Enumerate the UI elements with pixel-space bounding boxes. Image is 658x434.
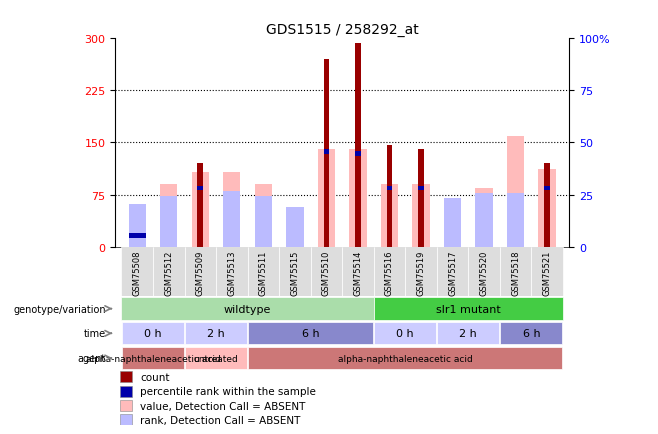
Bar [122,322,184,345]
Bar [286,220,303,247]
Text: GSM75521: GSM75521 [543,250,551,295]
Text: rank, Detection Call = ABSENT: rank, Detection Call = ABSENT [140,415,301,425]
Bar [122,347,184,369]
Text: alpha-naphthaleneacetic acid: alpha-naphthaleneacetic acid [86,354,220,363]
Text: GSM75514: GSM75514 [353,250,363,295]
Text: GSM75520: GSM75520 [480,250,488,295]
Text: 6 h: 6 h [522,329,540,339]
Bar [374,322,436,345]
Bar [255,185,272,247]
Bar [418,186,424,191]
Bar [216,247,247,296]
Bar [197,186,203,191]
Bar [444,199,461,247]
Bar [374,247,405,296]
Text: 0 h: 0 h [396,329,414,339]
Text: wildtype: wildtype [224,304,271,314]
Bar [475,188,493,247]
Bar [355,151,361,156]
Title: GDS1515 / 258292_at: GDS1515 / 258292_at [266,23,418,36]
Text: value, Detection Call = ABSENT: value, Detection Call = ABSENT [140,401,305,411]
Text: GSM75519: GSM75519 [417,250,426,295]
Bar [507,136,524,247]
Bar [500,247,532,296]
Bar [248,347,562,369]
Bar [197,164,203,247]
Text: GSM75512: GSM75512 [164,250,173,295]
Bar [128,204,146,247]
Bar [387,145,392,247]
Bar [418,150,424,247]
Bar [501,322,562,345]
Text: 6 h: 6 h [302,329,319,339]
Bar [120,400,132,411]
Bar [355,44,361,247]
Bar [468,247,500,296]
Text: time: time [84,329,106,339]
Text: count: count [140,372,170,382]
Bar [475,193,493,247]
Bar [184,247,216,296]
Bar [247,247,279,296]
Text: 2 h: 2 h [207,329,225,339]
Bar [438,322,499,345]
Bar [120,386,132,397]
Bar [507,193,524,247]
Bar [160,185,178,247]
Bar [279,247,311,296]
Text: GSM75513: GSM75513 [227,250,236,295]
Text: alpha-naphthaleneacetic acid: alpha-naphthaleneacetic acid [338,354,472,363]
Bar [160,197,178,247]
Text: GSM75516: GSM75516 [385,250,394,295]
Bar [444,199,461,247]
Text: genotype/variation: genotype/variation [13,304,106,314]
Text: GSM75515: GSM75515 [290,250,299,295]
Bar [185,347,247,369]
Bar [324,150,329,155]
Text: percentile rank within the sample: percentile rank within the sample [140,386,316,396]
Text: GSM75517: GSM75517 [448,250,457,295]
Bar [128,233,146,238]
Text: GSM75511: GSM75511 [259,250,268,295]
Text: agent: agent [78,353,106,363]
Text: GSM75509: GSM75509 [196,250,205,295]
Bar [185,322,247,345]
Bar [387,186,392,191]
Bar [532,247,563,296]
Bar [128,220,146,247]
Text: GSM75518: GSM75518 [511,250,520,295]
Bar [122,247,153,296]
Bar [223,192,240,247]
Bar [122,298,374,320]
Bar [349,150,367,247]
Text: 0 h: 0 h [144,329,162,339]
Bar [413,185,430,247]
Text: GSM75510: GSM75510 [322,250,331,295]
Bar [286,208,303,247]
Bar [544,186,550,191]
Bar [311,247,342,296]
Bar [544,164,550,247]
Bar [381,185,398,247]
Bar [120,372,132,383]
Text: untreated: untreated [193,354,238,363]
Bar [374,298,563,320]
Bar [120,414,132,425]
Bar [342,247,374,296]
Bar [223,172,240,247]
Bar [255,197,272,247]
Bar [248,322,373,345]
Text: 2 h: 2 h [459,329,477,339]
Text: GSM75508: GSM75508 [133,250,141,295]
Bar [153,247,184,296]
Bar [318,150,335,247]
Bar [324,60,329,247]
Bar [437,247,468,296]
Bar [191,172,209,247]
Text: slr1 mutant: slr1 mutant [436,304,501,314]
Bar [538,170,556,247]
Bar [405,247,437,296]
